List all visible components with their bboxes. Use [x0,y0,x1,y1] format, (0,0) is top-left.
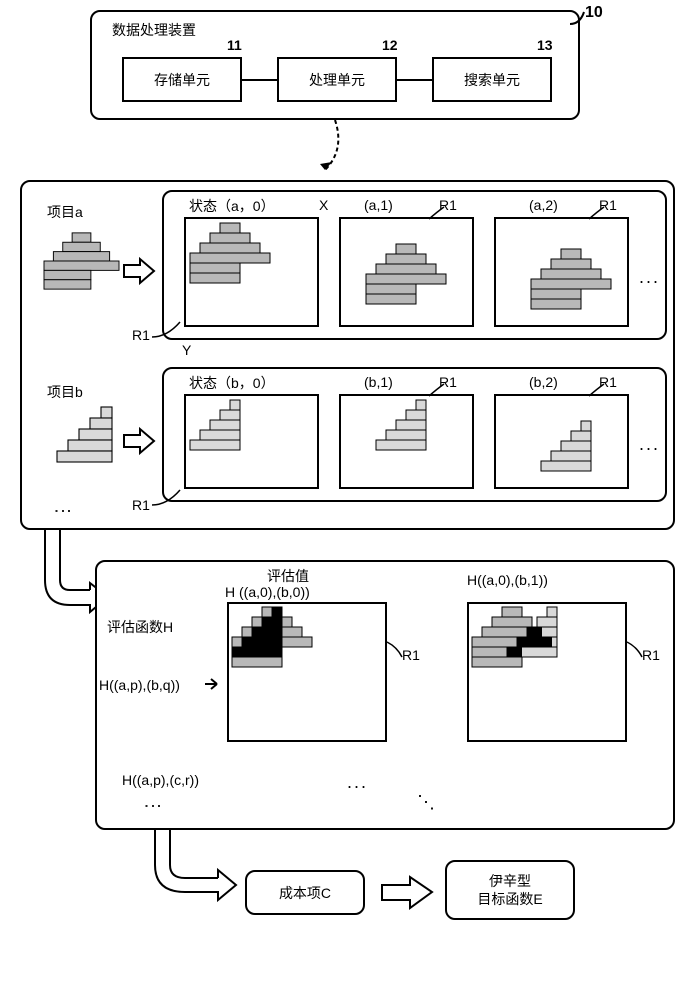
state-b1-box [339,394,474,489]
eval-panel: 评估值 评估函数H H ((a,0),(b,0)) H((a,0),(b,1))… [95,560,675,830]
unit-processing-label: 处理单元 [309,70,365,90]
cost-label: 成本项C [279,883,331,903]
r1-a2-leader [589,207,607,222]
item-b-label: 项目b [47,382,83,402]
state-b0-box [184,394,319,489]
state-a2-box [494,217,629,327]
row-a-dots: ... [639,267,660,288]
b1-label: (b,1) [364,374,393,390]
cost-box: 成本项C [245,870,365,915]
h3-arrow [205,677,225,691]
state-a0-label: 状态（a，0） [189,196,275,216]
unit-search: 搜索单元 [432,57,552,102]
shape-a-src [44,232,119,290]
eval-box-1 [227,602,387,742]
h2-label: H((a,0),(b,1)) [467,572,548,588]
shape-a1 [366,244,446,304]
arrow-a [122,257,156,285]
arrow-cost-to-obj [380,875,435,910]
h3-label: H((a,p),(b,q)) [99,677,180,693]
a2-label: (a,2) [529,197,558,213]
shape-a0 [190,223,270,283]
device-box: 数据处理装置 存储单元 11 处理单元 12 搜索单元 13 [90,10,580,120]
r1-a1-leader [429,207,447,222]
device-title: 数据处理装置 [112,20,196,40]
device-ref-leader [570,12,590,24]
state-a0-box [184,217,319,327]
r1-b0: R1 [132,497,150,513]
eval-fn-label: 评估函数H [107,617,173,637]
r1-b0-leader [152,490,182,508]
unit-search-ref: 13 [537,37,553,53]
unit-storage-ref: 11 [227,37,242,53]
shape-b1 [376,400,426,450]
unit-storage-label: 存储单元 [154,70,210,90]
obj-box: 伊辛型 目标函数E [445,860,575,920]
unit-search-label: 搜索单元 [464,70,520,90]
items-vdots: ⋮ [52,502,74,520]
r1-eval2-leader [627,642,645,660]
shape-b-src [57,407,112,462]
row-b-dots: ... [639,434,660,455]
state-b0-label: 状态（b，0） [189,373,275,393]
r1-b2-leader [589,384,607,399]
eval-dots-1: ... [347,772,368,793]
r1-a0: R1 [132,327,150,343]
overlap-2 [472,607,582,682]
states-panel: 项目a 状态（a，0） X (a,1) (a,2) ... R1 R1 R1 Y… [20,180,675,530]
eval-val-label: 评估值 [267,566,309,586]
unit-processing-ref: 12 [382,37,398,53]
a1-label: (a,1) [364,197,393,213]
unit-processing: 处理单元 [277,57,397,102]
eval-vdots: ⋮ [142,797,164,815]
arrow-b [122,427,156,455]
item-a-label: 项目a [47,202,83,222]
shape-b0 [190,400,240,450]
unit-connector-1 [242,79,277,81]
dashed-arrow [320,120,360,180]
h1-label: H ((a,0),(b,0)) [225,584,310,600]
r1-b1-leader [429,384,447,399]
eval-box-2 [467,602,627,742]
r1-a0-leader [152,322,182,340]
obj-label-2: 目标函数E [477,890,542,908]
r1-eval1-leader [387,642,405,660]
obj-label-1: 伊辛型 [489,872,531,890]
arrow-eval-to-cost [140,830,240,910]
b2-label: (b,2) [529,374,558,390]
eval-dots-2: ⋱ [417,792,435,813]
unit-connector-2 [397,79,432,81]
unit-storage: 存储单元 [122,57,242,102]
h4-label: H((a,p),(c,r)) [122,772,199,788]
state-a1-box [339,217,474,327]
state-b2-box [494,394,629,489]
y-label: Y [182,342,191,358]
x-label: X [319,197,328,213]
overlap-1 [232,607,327,682]
shape-b2 [541,421,591,471]
row-a-box: 状态（a，0） X (a,1) (a,2) ... R1 R1 [162,190,667,340]
row-b-box: 状态（b，0） (b,1) (b,2) ... R1 R1 [162,367,667,502]
shape-a2 [531,249,611,309]
